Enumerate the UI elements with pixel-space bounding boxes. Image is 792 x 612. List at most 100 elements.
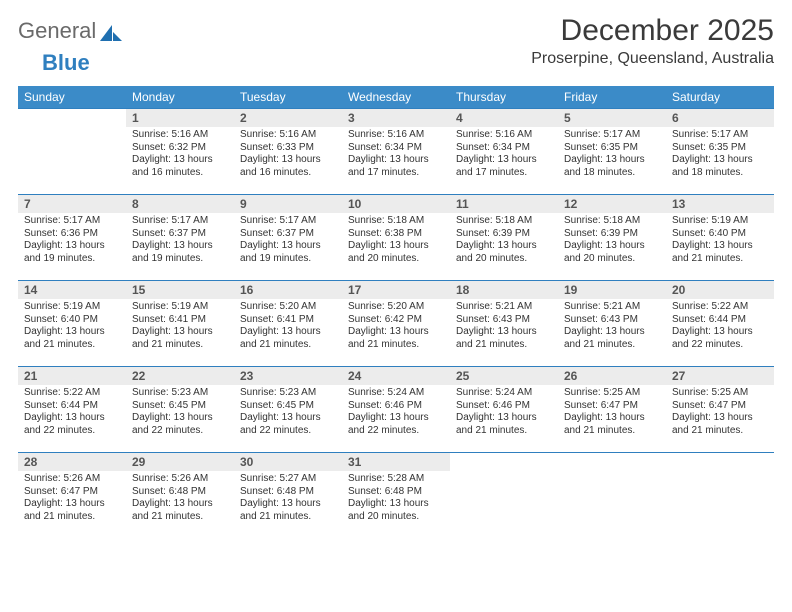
day-number: 6 [666, 109, 774, 127]
day-body: Sunrise: 5:27 AMSunset: 6:48 PMDaylight:… [234, 471, 342, 527]
daylight-line: Daylight: 13 hours and 17 minutes. [456, 154, 537, 178]
sunrise-line: Sunrise: 5:25 AM [564, 387, 640, 398]
sunset-line: Sunset: 6:34 PM [456, 142, 530, 153]
sunset-line: Sunset: 6:34 PM [348, 142, 422, 153]
day-body: Sunrise: 5:20 AM Sunset: 6:41 PMDaylight:… [234, 299, 342, 355]
day-body: Sunrise: 5:16 AMSunset: 6:34 PMDaylight:… [342, 127, 450, 183]
calendar-day-cell: 3Sunrise: 5:16 AMSunset: 6:34 PMDaylight… [342, 109, 450, 195]
sunset-line: Sunset: 6:32 PM [132, 142, 206, 153]
day-number: 16 [234, 281, 342, 299]
sunrise-line: Sunrise: 5:23 AM [132, 387, 208, 398]
sunset-line: Sunset: 6:46 PM [348, 400, 422, 411]
calendar-day-cell: 15Sunrise: 5:19 AMSunset: 6:41 PMDayligh… [126, 281, 234, 367]
sunset-line: Sunset: 6:37 PM [132, 228, 206, 239]
calendar-week-row: 1Sunrise: 5:16 AMSunset: 6:32 PMDaylight… [18, 109, 774, 195]
day-number: 12 [558, 195, 666, 213]
day-number: 24 [342, 367, 450, 385]
sunrise-line: Sunrise: 5:18 AM [564, 215, 640, 226]
sunrise-line: Sunrise: 5:16 AM [240, 129, 316, 140]
day-number: 10 [342, 195, 450, 213]
sunrise-line: Sunrise: 5:20 AM [240, 301, 316, 312]
daylight-line: Daylight: 13 hours and 16 minutes. [240, 154, 321, 178]
daylight-line: Daylight: 13 hours and 21 minutes. [564, 326, 645, 350]
calendar-week-row: 28Sunrise: 5:26 AMSunset: 6:47 PMDayligh… [18, 453, 774, 539]
calendar-day-cell: 16 Sunrise: 5:20 AM Sunset: 6:41 PMDayligh… [234, 281, 342, 367]
calendar-day-cell: 21 Sunrise: 5:22 AM Sunset: 6:44 PMDayligh… [18, 367, 126, 453]
calendar-day-cell: 6Sunrise: 5:17 AMSunset: 6:35 PMDaylight… [666, 109, 774, 195]
day-number: 19 [558, 281, 666, 299]
sunset-line: Sunset: 6:40 PM [24, 314, 98, 325]
day-body: Sunrise: 5:26 AMSunset: 6:47 PMDaylight:… [18, 471, 126, 527]
day-body: Sunrise: 5:28 AMSunset: 6:48 PMDaylight:… [342, 471, 450, 527]
sunset-line: Sunset: 6:38 PM [348, 228, 422, 239]
calendar-day-cell: 26Sunrise: 5:25 AMSunset: 6:47 PMDayligh… [558, 367, 666, 453]
sunrise-line: Sunrise: 5:24 AM [348, 387, 424, 398]
day-number: 3 [342, 109, 450, 127]
calendar-day-cell: 12Sunrise: 5:18 AMSunset: 6:39 PMDayligh… [558, 195, 666, 281]
sunrise-line: Sunrise: 5:26 AM [24, 473, 100, 484]
weekday-row: SundayMondayTuesdayWednesdayThursdayFrid… [18, 86, 774, 109]
daylight-line: Daylight: 13 hours and 21 minutes. [240, 326, 321, 350]
sunset-line: Sunset: 6:35 PM [564, 142, 638, 153]
day-body: Sunrise: 5:23 AMSunset: 6:45 PMDaylight:… [234, 385, 342, 441]
calendar-day-cell: 25Sunrise: 5:24 AMSunset: 6:46 PMDayligh… [450, 367, 558, 453]
day-body: Sunrise: 5:22 AMSunset: 6:44 PMDaylight:… [666, 299, 774, 355]
day-number: 7 [18, 195, 126, 213]
sunset-line: Sunset: 6:48 PM [132, 486, 206, 497]
weekday-header: Saturday [666, 86, 774, 109]
day-number: 31 [342, 453, 450, 471]
day-number: 25 [450, 367, 558, 385]
sunset-line: Sunset: 6:47 PM [564, 400, 638, 411]
calendar-header: SundayMondayTuesdayWednesdayThursdayFrid… [18, 86, 774, 109]
weekday-header: Monday [126, 86, 234, 109]
daylight-line: Daylight: 13 hours and 21 minutes. [672, 412, 753, 436]
title-block: December 2025 Proserpine, Queensland, Au… [531, 14, 774, 68]
calendar-day-cell: 9Sunrise: 5:17 AMSunset: 6:37 PMDaylight… [234, 195, 342, 281]
sunset-line: Sunset: 6:46 PM [456, 400, 530, 411]
day-body: Sunrise: 5:19 AMSunset: 6:40 PMDaylight:… [18, 299, 126, 355]
day-number: 15 [126, 281, 234, 299]
daylight-line: Daylight: 13 hours and 20 minutes. [348, 240, 429, 264]
day-body: Sunrise: 5:24 AMSunset: 6:46 PMDaylight:… [450, 385, 558, 441]
day-number: 20 [666, 281, 774, 299]
day-body: Sunrise: 5:16 AM Sunset: 6:33 PMDaylight:… [234, 127, 342, 183]
weekday-header: Wednesday [342, 86, 450, 109]
daylight-line: Daylight: 13 hours and 22 minutes. [672, 326, 753, 350]
day-body: Sunrise: 5:22 AM Sunset: 6:44 PMDaylight:… [18, 385, 126, 441]
daylight-line: Daylight: 13 hours and 21 minutes. [672, 240, 753, 264]
calendar-empty-cell [666, 453, 774, 539]
day-body: Sunrise: 5:18 AMSunset: 6:38 PMDaylight:… [342, 213, 450, 269]
day-body: Sunrise: 5:17 AMSunset: 6:35 PMDaylight:… [666, 127, 774, 183]
day-number: 11 [450, 195, 558, 213]
calendar-day-cell: 2Sunrise: 5:16 AMSunset: 6:33 PMDaylight… [234, 109, 342, 195]
sunrise-line: Sunrise: 5:18 AM [456, 215, 532, 226]
calendar-day-cell: 24Sunrise: 5:24 AMSunset: 6:46 PMDayligh… [342, 367, 450, 453]
sunset-line: Sunset: 6:41 PM [240, 314, 314, 325]
daylight-line: Daylight: 13 hours and 20 minutes. [348, 498, 429, 522]
sunrise-line: Sunrise: 5:16 AM [456, 129, 532, 140]
daylight-line: Daylight: 13 hours and 22 minutes. [132, 412, 213, 436]
day-body: Sunrise: 5:20 AMSunset: 6:42 PMDaylight:… [342, 299, 450, 355]
day-body: Sunrise: 5:16 AMSunset: 6:32 PMDaylight:… [126, 127, 234, 183]
calendar-day-cell: 28Sunrise: 5:26 AMSunset: 6:47 PMDayligh… [18, 453, 126, 539]
daylight-line: Daylight: 13 hours and 19 minutes. [132, 240, 213, 264]
sunrise-line: Sunrise: 5:24 AM [456, 387, 532, 398]
sunset-line: Sunset: 6:33 PM [240, 142, 314, 153]
weekday-header: Sunday [18, 86, 126, 109]
day-body: Sunrise: 5:26 AMSunset: 6:48 PMDaylight:… [126, 471, 234, 527]
day-number: 21 [18, 367, 126, 385]
brand-logo: General [18, 18, 124, 44]
sunset-line: Sunset: 6:43 PM [564, 314, 638, 325]
calendar-day-cell: 7Sunrise: 5:17 AMSunset: 6:36 PMDaylight… [18, 195, 126, 281]
page-subtitle: Proserpine, Queensland, Australia [531, 50, 774, 68]
daylight-line: Daylight: 13 hours and 21 minutes. [240, 498, 321, 522]
sunrise-line: Sunrise: 5:22 AM [24, 387, 100, 398]
daylight-line: Daylight: 13 hours and 19 minutes. [240, 240, 321, 264]
sunset-line: Sunset: 6:44 PM [24, 400, 98, 411]
weekday-header: Tuesday [234, 86, 342, 109]
day-number: 30 [234, 453, 342, 471]
sunrise-line: Sunrise: 5:17 AM [672, 129, 748, 140]
day-number: 8 [126, 195, 234, 213]
sunset-line: Sunset: 6:41 PM [132, 314, 206, 325]
daylight-line: Daylight: 13 hours and 22 minutes. [24, 412, 105, 436]
